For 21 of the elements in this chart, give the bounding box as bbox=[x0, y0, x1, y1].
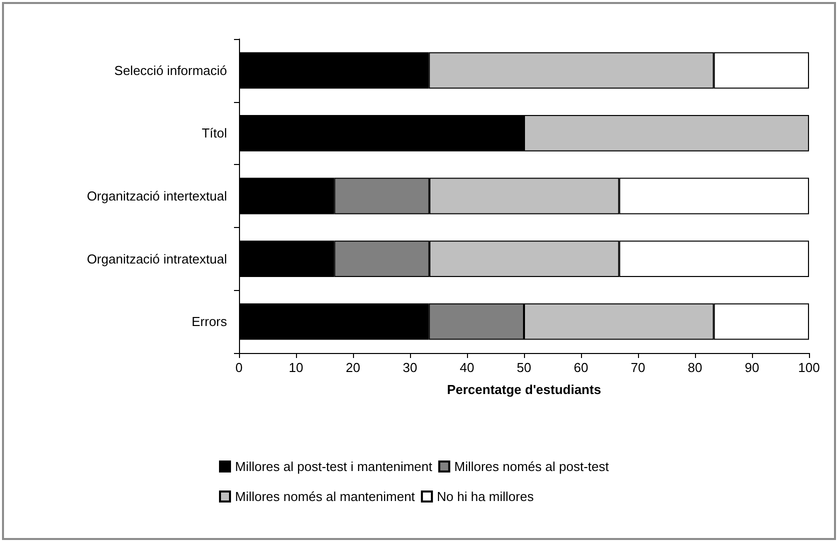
x-tick-label: 100 bbox=[798, 360, 820, 375]
x-tick-label: 20 bbox=[346, 360, 360, 375]
x-tick-label: 80 bbox=[688, 360, 702, 375]
y-tick-label: Títol bbox=[202, 126, 228, 141]
legend-label: Millores al post-test i manteniment bbox=[235, 459, 433, 474]
x-tick-label: 60 bbox=[574, 360, 588, 375]
x-axis-title: Percentatge d'estudiants bbox=[446, 382, 602, 397]
x-tick-label: 40 bbox=[460, 360, 474, 375]
x-tick-label: 70 bbox=[630, 360, 646, 375]
x-tick-label: 50 bbox=[516, 360, 532, 375]
y-tick-label: Selecció informació bbox=[114, 62, 227, 78]
x-tick-label: 30 bbox=[402, 360, 418, 375]
y-tick-label: Organització intertextual bbox=[86, 188, 228, 204]
legend-label: No hi ha millores bbox=[436, 489, 534, 504]
legend-label: Millores només al manteniment bbox=[235, 489, 416, 504]
y-tick-label: Errors bbox=[192, 314, 228, 330]
y-tick-label: Organització intratextual bbox=[86, 251, 228, 266]
legend-label: Millores només al post-test bbox=[454, 459, 610, 474]
x-tick-label: 10 bbox=[288, 360, 304, 375]
x-tick-label: 90 bbox=[744, 360, 760, 375]
x-tick-label: 0 bbox=[235, 360, 243, 375]
